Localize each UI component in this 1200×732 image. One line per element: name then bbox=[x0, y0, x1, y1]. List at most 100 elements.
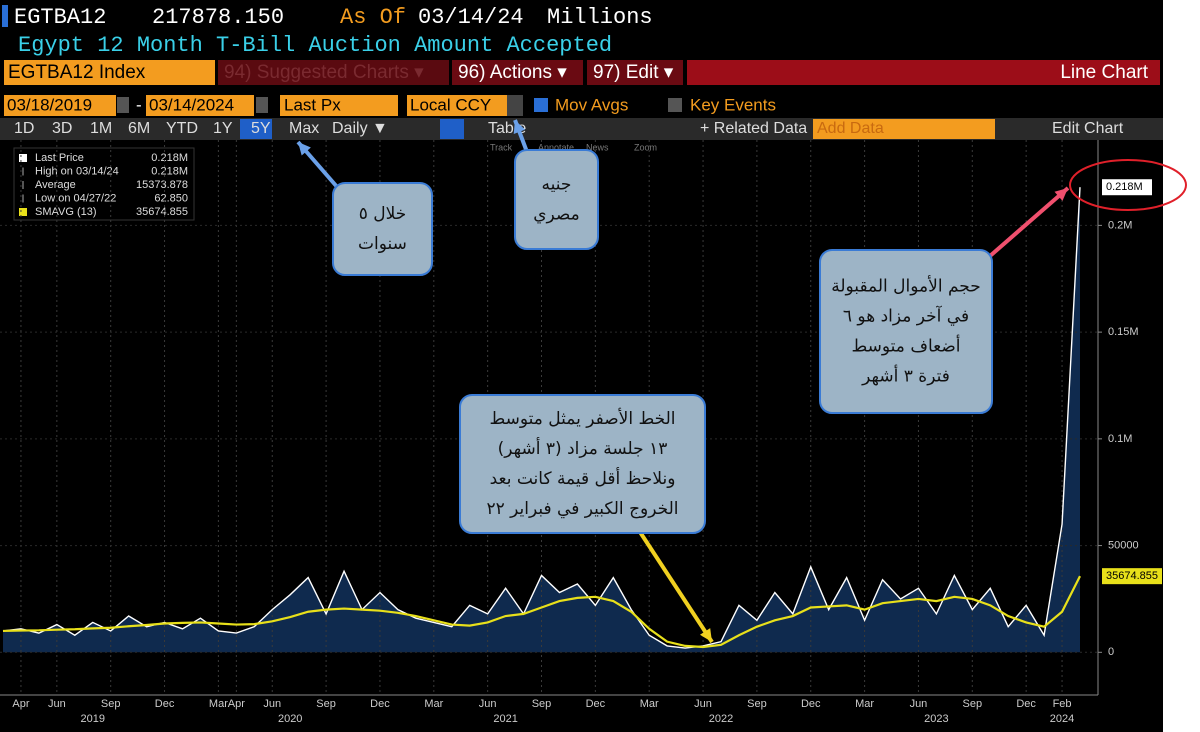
tag-label: 35674.855 bbox=[1106, 570, 1158, 582]
mov-avgs[interactable]: Mov Avgs bbox=[555, 95, 628, 114]
y-tick-label: 0.1M bbox=[1108, 433, 1132, 445]
tool[interactable]: Annotate bbox=[538, 142, 574, 152]
year-label: 2021 bbox=[493, 713, 517, 725]
add-data[interactable]: Add Data bbox=[817, 120, 884, 137]
key-events[interactable]: Key Events bbox=[690, 95, 776, 114]
as-of: As Of bbox=[340, 5, 406, 30]
period-button[interactable]: 6M bbox=[128, 120, 150, 137]
tag-label: 0.218M bbox=[1106, 181, 1143, 193]
arrow-head bbox=[298, 142, 311, 156]
period-button[interactable]: 1M bbox=[90, 120, 112, 137]
tag-box bbox=[1102, 179, 1152, 196]
security-box[interactable] bbox=[4, 60, 215, 85]
suggested[interactable]: 94) Suggested Charts ▾ bbox=[224, 62, 424, 83]
field-box[interactable] bbox=[280, 95, 398, 116]
period-button[interactable]: 3D bbox=[52, 120, 72, 137]
x-tick-label: Jun bbox=[479, 698, 497, 710]
x-tick-label: Sep bbox=[532, 698, 552, 710]
end[interactable]: 03/14/2024 bbox=[149, 95, 234, 114]
x-tick-label: Mar bbox=[855, 698, 874, 710]
legend-swatch bbox=[19, 208, 27, 216]
period-button[interactable]: 1D bbox=[14, 120, 34, 137]
callout-text: في آخر مزاد هو ٦ bbox=[843, 305, 969, 327]
legend-value: 35674.855 bbox=[136, 206, 188, 218]
chart-icon[interactable] bbox=[440, 119, 464, 139]
callout-text: ونلاحظ أقل قيمة كانت بعد bbox=[490, 467, 676, 489]
year-label: 2024 bbox=[1050, 713, 1074, 725]
legend-swatch bbox=[19, 154, 27, 162]
edit-chart[interactable]: Edit Chart bbox=[1052, 120, 1124, 137]
x-tick-label: Jun bbox=[694, 698, 712, 710]
period-button[interactable]: Max bbox=[289, 120, 319, 137]
x-tick-label: Sep bbox=[963, 698, 983, 710]
legend-value: 0.218M bbox=[151, 152, 188, 164]
callout-text: الخروج الكبير في فبراير ٢٢ bbox=[486, 499, 678, 519]
tag-box bbox=[1102, 568, 1162, 585]
cal-icon[interactable] bbox=[117, 97, 129, 113]
checkbox[interactable] bbox=[668, 98, 682, 112]
callout-text: جنيه bbox=[542, 175, 572, 195]
x-tick-label: Feb bbox=[1053, 698, 1072, 710]
tool[interactable]: Track bbox=[490, 142, 513, 152]
checkbox[interactable] bbox=[534, 98, 548, 112]
callout-text: سنوات bbox=[358, 234, 407, 254]
field[interactable]: Last Px bbox=[284, 95, 341, 114]
arrow-head bbox=[513, 120, 526, 134]
legend-label: High on 03/14/24 bbox=[35, 165, 119, 177]
dash: - bbox=[136, 95, 142, 114]
security[interactable]: EGTBA12 Index bbox=[8, 62, 146, 83]
x-tick-label: Apr bbox=[12, 698, 29, 710]
series-line bbox=[2, 187, 1081, 649]
x-tick-label: Sep bbox=[101, 698, 121, 710]
callout-text: فترة ٣ أشهر bbox=[861, 365, 950, 387]
highlight-ellipse bbox=[1069, 159, 1187, 211]
actions[interactable]: 96) Actions ▾ bbox=[458, 62, 567, 83]
price: 217878.150 bbox=[152, 5, 284, 30]
add-data-box[interactable] bbox=[813, 119, 995, 139]
date: 03/14/24 bbox=[418, 5, 524, 30]
arrow-head bbox=[1054, 188, 1068, 201]
marker bbox=[2, 5, 8, 27]
year-label: 2019 bbox=[81, 713, 105, 725]
last-value-tag: 35674.855 bbox=[1102, 568, 1162, 585]
tool[interactable]: Zoom bbox=[634, 142, 657, 152]
x-tick-label: Dec bbox=[155, 698, 175, 710]
tool[interactable]: News bbox=[586, 142, 609, 152]
start[interactable]: 03/18/2019 bbox=[7, 95, 92, 114]
edit[interactable]: 97) Edit ▾ bbox=[593, 62, 674, 83]
freq[interactable]: Daily ▼ bbox=[332, 120, 388, 137]
y-tick-label: 50000 bbox=[1108, 539, 1139, 551]
currency-box[interactable] bbox=[407, 95, 507, 116]
currency[interactable]: Local CCY bbox=[410, 95, 491, 114]
ticker: EGTBA12 bbox=[14, 5, 106, 30]
actions-box[interactable] bbox=[452, 60, 583, 85]
legend-label: Low on 04/27/22 bbox=[35, 192, 116, 204]
x-tick-label: Mar bbox=[424, 698, 443, 710]
period-button[interactable]: YTD bbox=[166, 120, 198, 137]
legend-label: Last Price bbox=[35, 152, 84, 164]
callout-text: أضعاف متوسط bbox=[852, 335, 961, 357]
x-tick-label: Jun bbox=[48, 698, 66, 710]
period-button[interactable]: 5Y bbox=[251, 120, 271, 137]
dropdown[interactable] bbox=[507, 95, 523, 116]
edit-box[interactable] bbox=[587, 60, 683, 85]
y-tick-label: 0 bbox=[1108, 646, 1114, 658]
x-tick-label: Dec bbox=[586, 698, 606, 710]
legend-value: 62.850 bbox=[154, 192, 188, 204]
period-selected[interactable] bbox=[240, 119, 272, 139]
start-box[interactable] bbox=[4, 95, 116, 116]
period-button[interactable]: 1Y bbox=[213, 120, 233, 137]
cal-icon[interactable] bbox=[256, 97, 268, 113]
suggested-box[interactable] bbox=[218, 60, 449, 85]
callout-text: مصري bbox=[533, 205, 580, 225]
related[interactable]: + Related Data bbox=[700, 120, 807, 137]
chart-kind: Line Chart bbox=[1060, 62, 1148, 83]
callout-text: حجم الأموال المقبولة bbox=[831, 276, 981, 297]
x-tick-label: Dec bbox=[1016, 698, 1036, 710]
callout-box bbox=[514, 149, 599, 250]
last-value-tag: 0.218M bbox=[1102, 179, 1152, 196]
legend-panel bbox=[13, 147, 195, 221]
end-box[interactable] bbox=[146, 95, 254, 116]
x-tick-label: Jun bbox=[263, 698, 281, 710]
y-tick-label: 0.2M bbox=[1108, 219, 1132, 231]
